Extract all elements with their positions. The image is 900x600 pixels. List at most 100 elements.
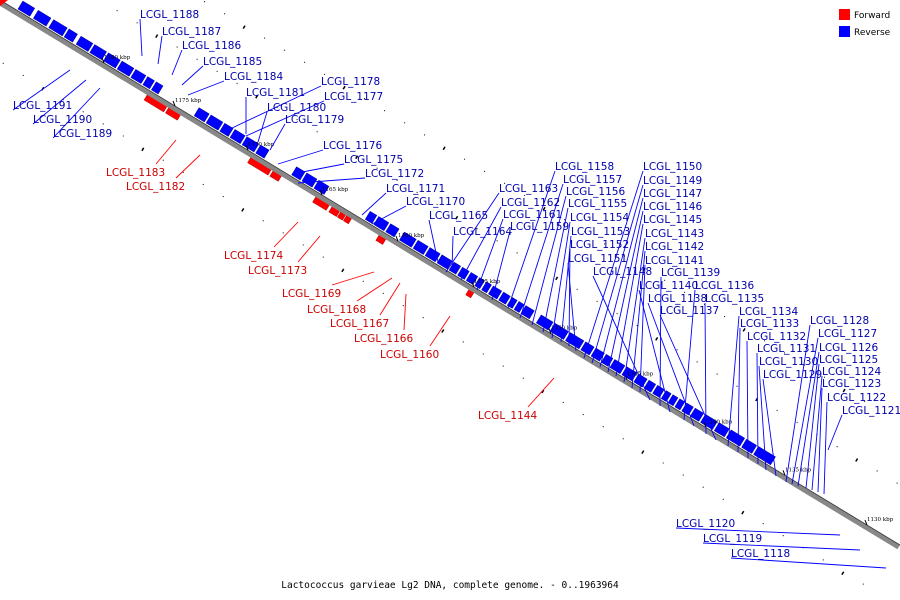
gene-label-lcgl-1173[interactable]: LCGL_1173 <box>248 265 307 277</box>
gene-bar-lcgl-1188 <box>17 0 36 17</box>
gene-label-lcgl-1154[interactable]: LCGL_1154 <box>570 212 629 224</box>
leader-line-lcgl-1140 <box>638 289 671 413</box>
gene-label-lcgl-1165[interactable]: LCGL_1165 <box>429 210 488 222</box>
track-dot <box>355 155 359 160</box>
gene-label-lcgl-1156[interactable]: LCGL_1156 <box>566 186 625 198</box>
gene-label-lcgl-1126[interactable]: LCGL_1126 <box>819 342 878 354</box>
gene-label-lcgl-1180[interactable]: LCGL_1180 <box>267 102 326 114</box>
gene-label-lcgl-1127[interactable]: LCGL_1127 <box>818 328 877 340</box>
gene-label-lcgl-1119[interactable]: LCGL_1119 <box>703 533 762 545</box>
track-dot <box>255 94 259 99</box>
gene-label-lcgl-1146[interactable]: LCGL_1146 <box>643 201 702 213</box>
track-dot <box>855 458 859 462</box>
track-dot <box>296 119 298 121</box>
gene-label-lcgl-1190[interactable]: LCGL_1190 <box>33 114 92 126</box>
gene-label-lcgl-1139[interactable]: LCGL_1139 <box>661 267 720 279</box>
gene-label-lcgl-1122[interactable]: LCGL_1122 <box>827 392 886 404</box>
gene-label-lcgl-1169[interactable]: LCGL_1169 <box>282 288 341 300</box>
gene-label-lcgl-1137[interactable]: LCGL_1137 <box>660 305 719 317</box>
gene-label-lcgl-1188[interactable]: LCGL_1188 <box>140 9 199 21</box>
leader-line-lcgl-1136 <box>683 289 696 421</box>
gene-label-lcgl-1189[interactable]: LCGL_1189 <box>53 128 112 140</box>
gene-label-lcgl-1157[interactable]: LCGL_1157 <box>563 174 622 186</box>
gene-label-lcgl-1121[interactable]: LCGL_1121 <box>842 405 900 417</box>
leader-line-lcgl-1175 <box>291 163 345 175</box>
track-dot <box>641 450 645 454</box>
gene-label-lcgl-1174[interactable]: LCGL_1174 <box>224 250 283 262</box>
gene-label-lcgl-1164[interactable]: LCGL_1164 <box>453 226 512 238</box>
gene-label-lcgl-1118[interactable]: LCGL_1118 <box>731 548 790 560</box>
gene-label-lcgl-1158[interactable]: LCGL_1158 <box>555 161 614 173</box>
gene-label-lcgl-1144[interactable]: LCGL_1144 <box>478 410 537 422</box>
gene-label-lcgl-1151[interactable]: LCGL_1151 <box>568 253 627 265</box>
gene-label-lcgl-1159[interactable]: LCGL_1159 <box>510 221 569 233</box>
gene-label-lcgl-1131[interactable]: LCGL_1131 <box>757 343 816 355</box>
gene-label-lcgl-1130[interactable]: LCGL_1130 <box>759 356 818 368</box>
gene-label-lcgl-1136[interactable]: LCGL_1136 <box>695 280 754 292</box>
gene-bar-lcgl-1176 <box>219 122 234 137</box>
track-dot <box>762 522 764 525</box>
gene-label-lcgl-1172[interactable]: LCGL_1172 <box>365 168 424 180</box>
gene-label-lcgl-1183[interactable]: LCGL_1183 <box>106 167 165 179</box>
gene-label-lcgl-1181[interactable]: LCGL_1181 <box>246 87 305 99</box>
gene-label-lcgl-1142[interactable]: LCGL_1142 <box>645 241 704 253</box>
gene-label-lcgl-1191[interactable]: LCGL_1191 <box>13 100 72 112</box>
gene-label-lcgl-1171[interactable]: LCGL_1171 <box>386 183 445 195</box>
gene-label-lcgl-1161[interactable]: LCGL_1161 <box>503 209 562 221</box>
gene-label-lcgl-1182[interactable]: LCGL_1182 <box>126 181 185 193</box>
gene-label-lcgl-1134[interactable]: LCGL_1134 <box>739 306 798 318</box>
gene-label-lcgl-1160[interactable]: LCGL_1160 <box>380 349 439 361</box>
gene-label-lcgl-1187[interactable]: LCGL_1187 <box>162 26 221 38</box>
gene-label-lcgl-1124[interactable]: LCGL_1124 <box>822 366 881 378</box>
track-dot <box>741 510 745 515</box>
gene-label-lcgl-1155[interactable]: LCGL_1155 <box>568 198 627 210</box>
track-dot <box>462 341 464 343</box>
gene-label-lcgl-1168[interactable]: LCGL_1168 <box>307 304 366 316</box>
gene-label-lcgl-1132[interactable]: LCGL_1132 <box>747 331 806 343</box>
gene-label-lcgl-1153[interactable]: LCGL_1153 <box>571 226 630 238</box>
gene-label-lcgl-1185[interactable]: LCGL_1185 <box>203 56 262 68</box>
gene-label-lcgl-1120[interactable]: LCGL_1120 <box>676 518 735 530</box>
gene-label-lcgl-1177[interactable]: LCGL_1177 <box>324 91 383 103</box>
gene-label-lcgl-1162[interactable]: LCGL_1162 <box>501 197 560 209</box>
gene-label-lcgl-1138[interactable]: LCGL_1138 <box>648 293 707 305</box>
gene-label-lcgl-1133[interactable]: LCGL_1133 <box>740 318 799 330</box>
gene-label-lcgl-1140[interactable]: LCGL_1140 <box>639 280 698 292</box>
gene-label-lcgl-1149[interactable]: LCGL_1149 <box>643 175 702 187</box>
legend-reverse-label: Reverse <box>854 28 891 38</box>
gene-label-lcgl-1143[interactable]: LCGL_1143 <box>645 228 704 240</box>
gene-label-lcgl-1123[interactable]: LCGL_1123 <box>822 378 881 390</box>
leader-line-lcgl-1125 <box>805 363 820 489</box>
track-dot <box>502 365 504 367</box>
gene-label-lcgl-1176[interactable]: LCGL_1176 <box>323 140 382 152</box>
track-dot <box>102 123 104 125</box>
gene-label-lcgl-1186[interactable]: LCGL_1186 <box>182 40 241 52</box>
gene-label-lcgl-1147[interactable]: LCGL_1147 <box>643 188 702 200</box>
track-dot <box>742 328 746 332</box>
track-dot <box>562 401 564 404</box>
gene-label-lcgl-1179[interactable]: LCGL_1179 <box>285 114 344 126</box>
gene-label-lcgl-1148[interactable]: LCGL_1148 <box>593 266 652 278</box>
track-dot <box>362 280 364 283</box>
gene-label-lcgl-1129[interactable]: LCGL_1129 <box>763 369 822 381</box>
gene-label-lcgl-1152[interactable]: LCGL_1152 <box>570 239 629 251</box>
gene-label-lcgl-1166[interactable]: LCGL_1166 <box>354 333 413 345</box>
leader-line-lcgl-1148 <box>592 275 651 401</box>
gene-label-lcgl-1145[interactable]: LCGL_1145 <box>643 214 702 226</box>
track-dot <box>162 159 164 161</box>
gene-label-lcgl-1175[interactable]: LCGL_1175 <box>344 154 403 166</box>
gene-label-lcgl-1150[interactable]: LCGL_1150 <box>643 161 702 173</box>
gene-label-lcgl-1141[interactable]: LCGL_1141 <box>645 255 704 267</box>
gene-label-lcgl-1163[interactable]: LCGL_1163 <box>499 183 558 195</box>
gene-label-lcgl-1178[interactable]: LCGL_1178 <box>321 76 380 88</box>
leader-line-lcgl-1173 <box>297 235 321 263</box>
gene-label-lcgl-1170[interactable]: LCGL_1170 <box>406 196 465 208</box>
gene-bar-lcgl-1172 <box>241 136 260 153</box>
gene-label-lcgl-1167[interactable]: LCGL_1167 <box>330 318 389 330</box>
gene-label-lcgl-1125[interactable]: LCGL_1125 <box>819 354 878 366</box>
gene-label-lcgl-1184[interactable]: LCGL_1184 <box>224 71 283 83</box>
gene-label-lcgl-1128[interactable]: LCGL_1128 <box>810 315 869 327</box>
gene-label-lcgl-1135[interactable]: LCGL_1135 <box>705 293 764 305</box>
track-dot <box>82 111 84 113</box>
gene-bar-lcgl-1185 <box>63 28 78 43</box>
